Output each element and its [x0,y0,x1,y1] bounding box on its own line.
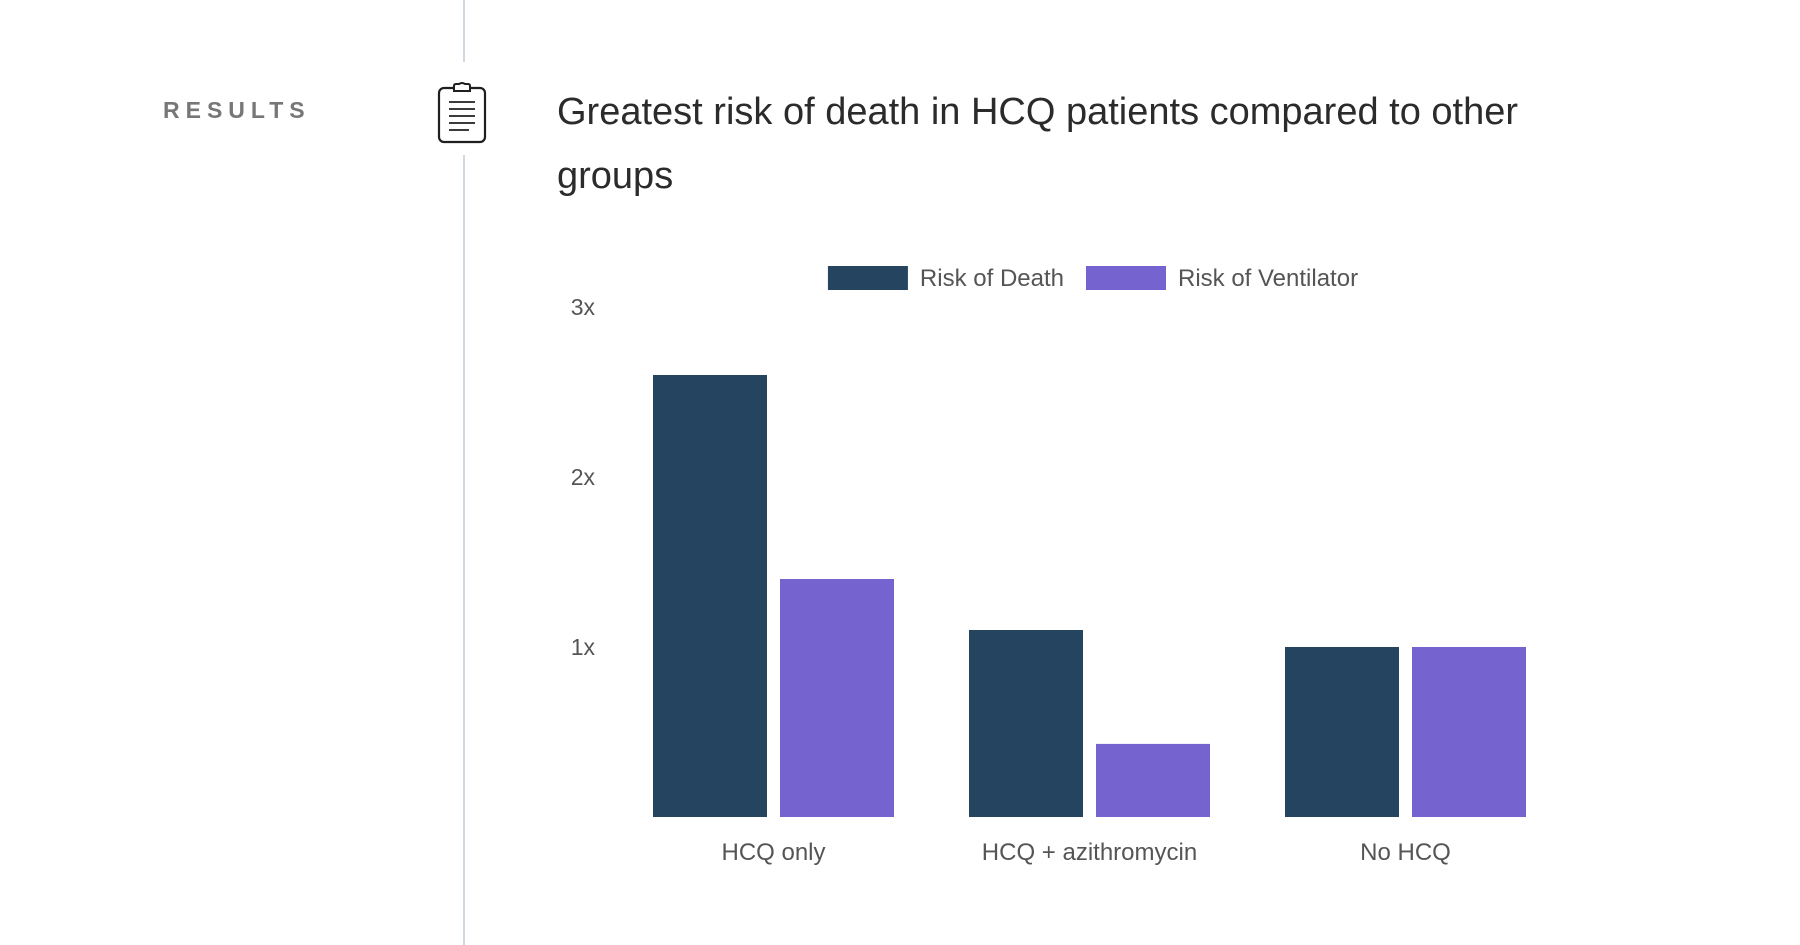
y-tick-label: 2x [571,464,596,490]
legend-swatch [827,266,908,290]
y-tick-label: 1x [571,634,596,660]
x-category-label: No HCQ [1360,839,1451,866]
legend-label: Risk of Death [920,265,1064,292]
legend-swatch [1085,266,1166,290]
bar-death [1285,647,1399,817]
x-category-label: HCQ + azithromycin [982,839,1197,866]
clipboard-icon [437,82,487,144]
legend-label: Risk of Ventilator [1178,265,1358,292]
timeline-line-top [463,0,465,62]
bar-death [969,630,1083,817]
section-label: RESULTS [163,97,311,123]
y-tick-label: 3x [571,294,596,320]
bar-death [653,375,767,817]
bar-ventilator [1412,647,1526,817]
bar-ventilator [780,579,894,817]
x-category-label: HCQ only [721,839,825,866]
bar-ventilator [1096,743,1210,817]
timeline-line-bottom [463,155,465,945]
chart-headline: Greatest risk of death in HCQ patients c… [557,91,1519,197]
